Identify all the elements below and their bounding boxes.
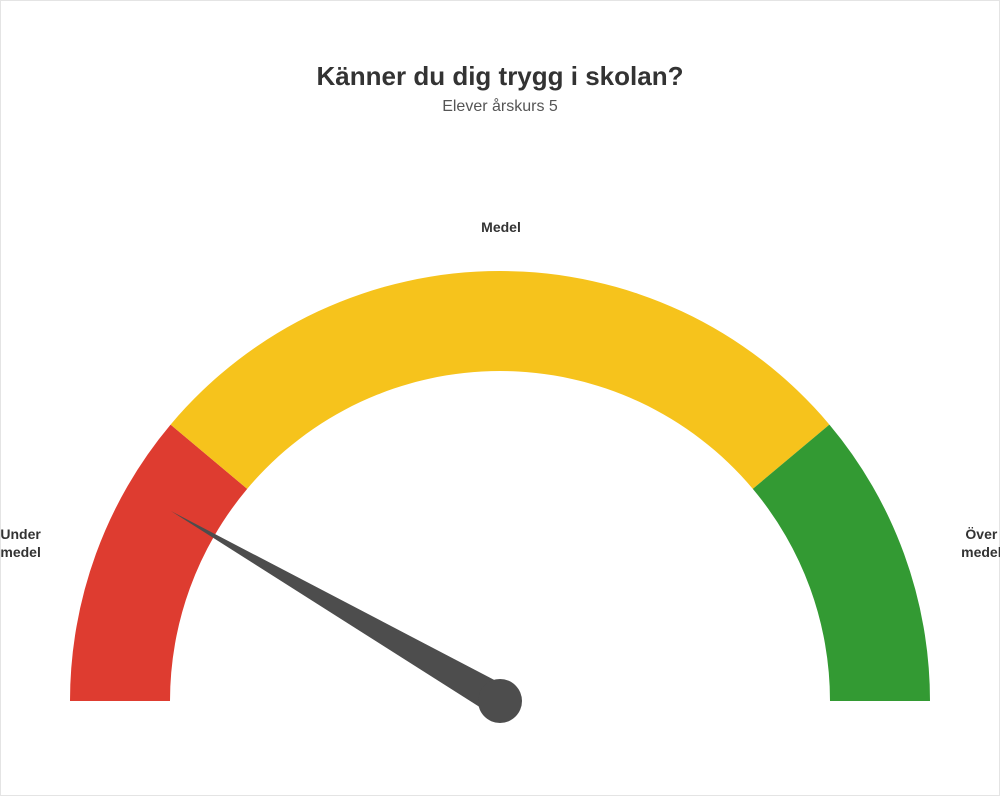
- chart-title: Känner du dig trygg i skolan?: [1, 61, 999, 92]
- gauge-segment-1: [171, 271, 830, 489]
- chart-frame: Känner du dig trygg i skolan? Elever års…: [0, 0, 1000, 796]
- gauge-label-1: Medel: [456, 219, 546, 237]
- gauge-svg: [50, 241, 950, 731]
- gauge-label-0: Under medel: [0, 526, 66, 561]
- title-block: Känner du dig trygg i skolan? Elever års…: [1, 61, 999, 116]
- gauge-chart: [50, 241, 950, 736]
- gauge-label-2: Över medel: [936, 526, 1000, 561]
- gauge-needle: [171, 511, 508, 715]
- gauge-hub: [478, 679, 522, 723]
- chart-subtitle: Elever årskurs 5: [1, 98, 999, 116]
